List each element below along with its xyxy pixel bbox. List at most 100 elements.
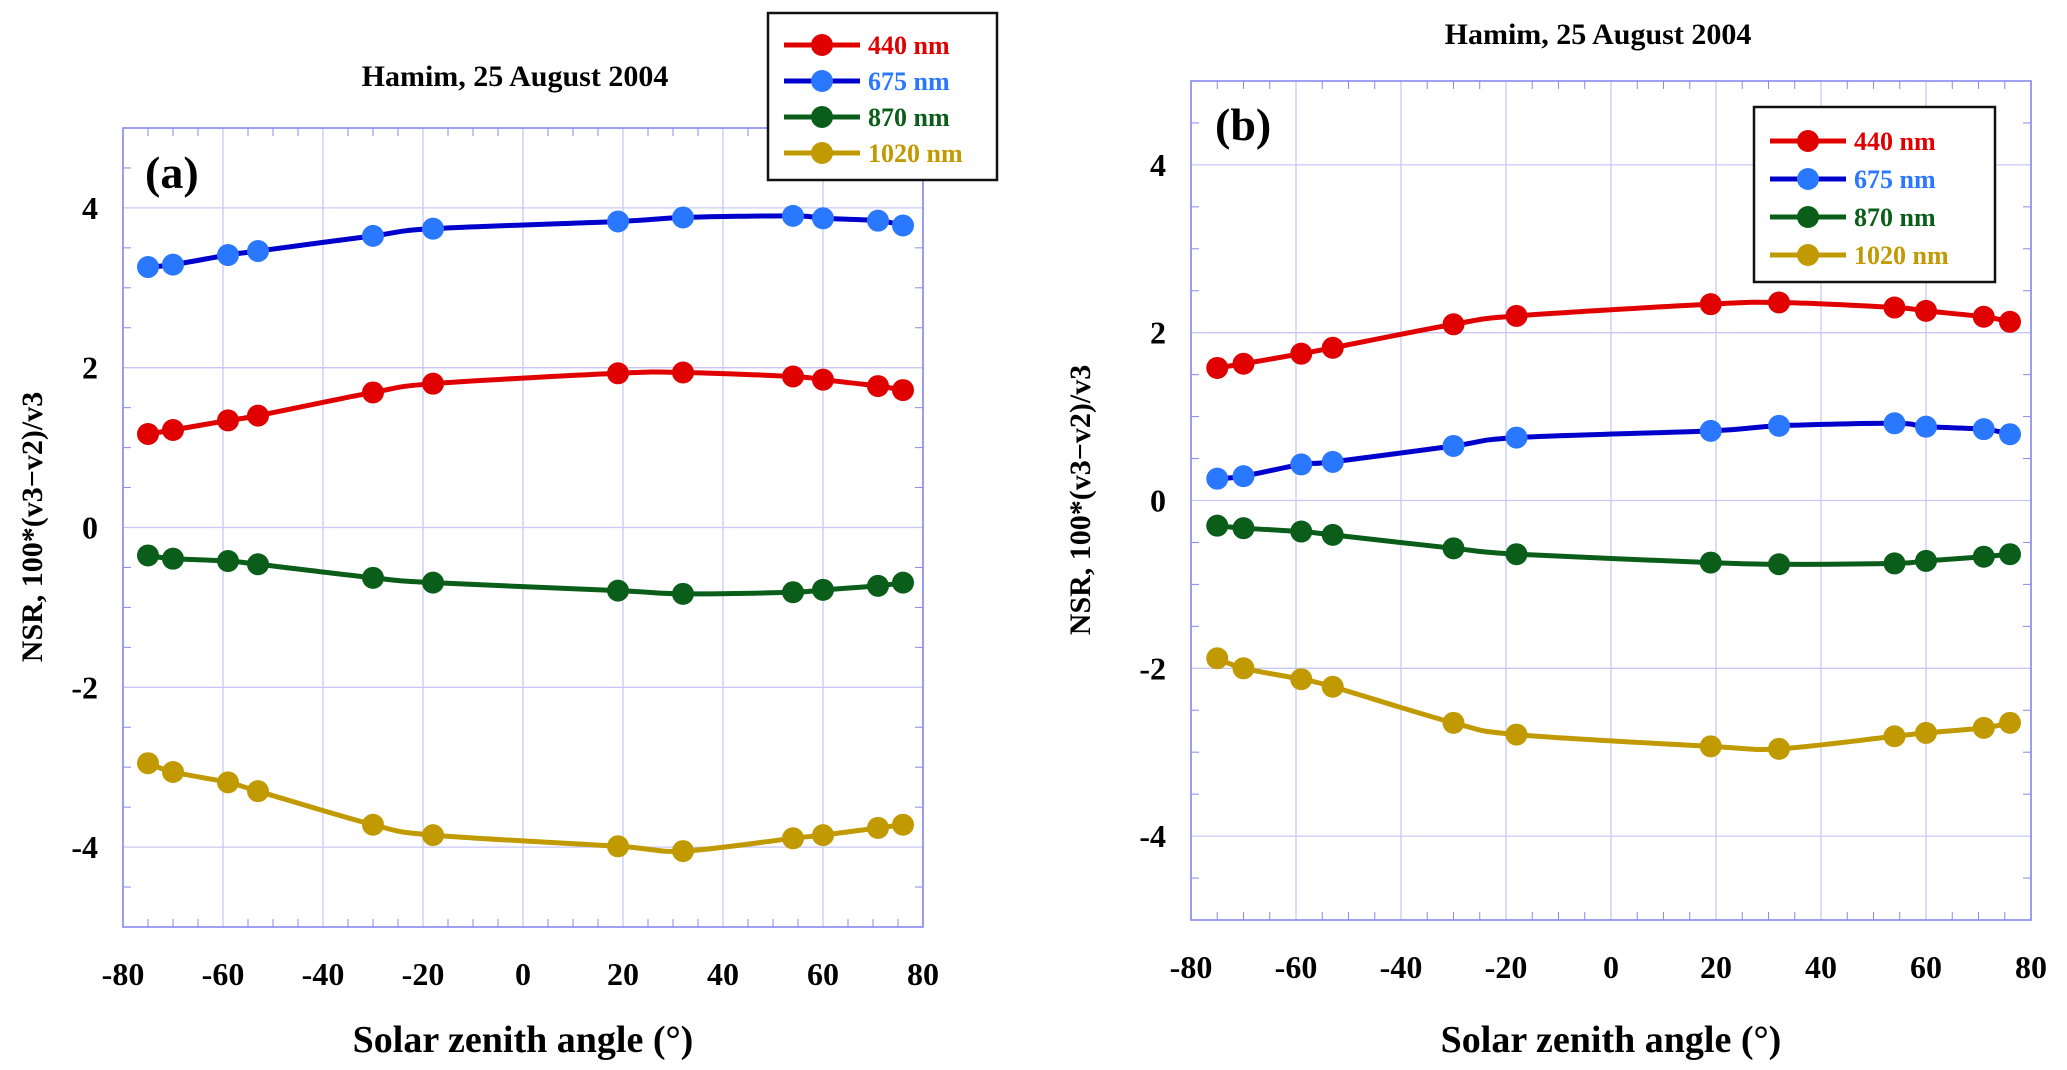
data-point [672, 206, 694, 229]
legend-item: 870 nm [784, 103, 950, 132]
data-point [247, 240, 269, 263]
y-tick-label: 0 [1150, 483, 1166, 519]
series-1020-nm [1206, 647, 2021, 760]
data-point [247, 404, 269, 427]
panel-b: Hamim, 25 August 2004 (b) Solar zenith a… [1064, 18, 2047, 1061]
legend-label: 440 nm [1854, 127, 1936, 156]
data-point [422, 372, 444, 395]
x-tick-label: 80 [907, 956, 939, 992]
data-point [1915, 415, 1937, 438]
data-point [1699, 551, 1722, 574]
data-point [812, 207, 834, 230]
data-point [1290, 668, 1313, 691]
data-point [422, 571, 444, 594]
data-point [217, 409, 239, 432]
x-tick-label: -40 [1380, 949, 1423, 985]
plot-frame-a [122, 127, 924, 928]
data-point [162, 760, 184, 783]
data-point [362, 224, 384, 247]
data-point [1999, 711, 2021, 734]
data-point [162, 419, 184, 442]
legend-item: 440 nm [784, 31, 950, 60]
legend-marker [1797, 206, 1819, 228]
data-point [672, 361, 694, 384]
series-440-nm [1206, 291, 2021, 379]
legend-marker [811, 106, 833, 128]
data-point [1972, 716, 1995, 739]
x-tick-label: -20 [1485, 949, 1528, 985]
data-point [867, 209, 889, 232]
data-point [1972, 305, 1995, 328]
legend-label: 440 nm [868, 31, 950, 60]
data-point [137, 544, 159, 567]
legend-label: 870 nm [868, 103, 950, 132]
data-point [1321, 336, 1344, 359]
chart-title-b: Hamim, 25 August 2004 [1445, 18, 1752, 51]
legend-label: 675 nm [868, 67, 950, 96]
series-870-nm [137, 544, 914, 605]
legend-label: 1020 nm [868, 139, 963, 168]
y-tick-label: 0 [82, 510, 98, 546]
legend-item: 440 nm [1770, 127, 1936, 156]
data-point [422, 217, 444, 240]
data-point [1290, 520, 1313, 543]
series-675-nm [137, 204, 914, 279]
y-tick-label: 2 [82, 350, 98, 386]
data-point [892, 379, 914, 402]
data-point [362, 813, 384, 836]
x-axis-label-b: Solar zenith angle (°) [1441, 1019, 1782, 1061]
data-point [607, 210, 629, 233]
data-point [247, 553, 269, 576]
data-point [1768, 737, 1790, 760]
x-tick-label: -80 [1170, 949, 1213, 985]
data-point [867, 574, 889, 597]
series-1020-nm [137, 752, 914, 863]
data-point [1442, 313, 1465, 336]
legend-item: 870 nm [1770, 203, 1936, 232]
data-point [782, 581, 804, 604]
data-point [1232, 657, 1255, 680]
y-tick-label: -2 [71, 669, 98, 705]
data-point [1999, 543, 2021, 566]
x-tick-label: -60 [1275, 949, 1318, 985]
x-tick-label: 0 [1603, 949, 1619, 985]
y-tick-label: -4 [1139, 818, 1166, 854]
x-tick-label: 40 [1805, 949, 1837, 985]
data-point [1232, 517, 1255, 540]
data-point [137, 423, 159, 446]
data-point [1915, 721, 1937, 744]
y-tick-label: -4 [71, 829, 98, 865]
legend-marker [811, 142, 833, 164]
data-point [1206, 647, 1229, 670]
data-point [1290, 453, 1313, 476]
data-point [1505, 723, 1528, 746]
y-tick-label: -2 [1139, 650, 1166, 686]
panel-a: Hamim, 25 August 2004 (a) Solar zenith a… [16, 11, 999, 1061]
data-point [607, 835, 629, 858]
data-point [362, 381, 384, 404]
data-point [672, 582, 694, 605]
x-tick-label: -80 [102, 956, 145, 992]
x-tick-label: 60 [807, 956, 839, 992]
data-point [892, 214, 914, 237]
data-point [892, 813, 914, 836]
data-point [812, 824, 834, 847]
data-point [1768, 414, 1790, 437]
data-point [1972, 418, 1995, 441]
data-point [812, 578, 834, 601]
data-point [1442, 537, 1465, 560]
data-point [1206, 514, 1229, 537]
data-point [1699, 419, 1722, 442]
y-tick-label: 2 [1150, 315, 1166, 351]
data-point [782, 827, 804, 850]
x-axis-label-a: Solar zenith angle (°) [353, 1019, 694, 1061]
data-point [1883, 296, 1906, 319]
data-point [1699, 735, 1722, 758]
data-point [1915, 299, 1937, 322]
data-point [162, 253, 184, 276]
x-tick-label: 20 [1700, 949, 1732, 985]
data-point [1999, 310, 2021, 333]
data-point [217, 771, 239, 794]
x-tick-label: -40 [302, 956, 345, 992]
